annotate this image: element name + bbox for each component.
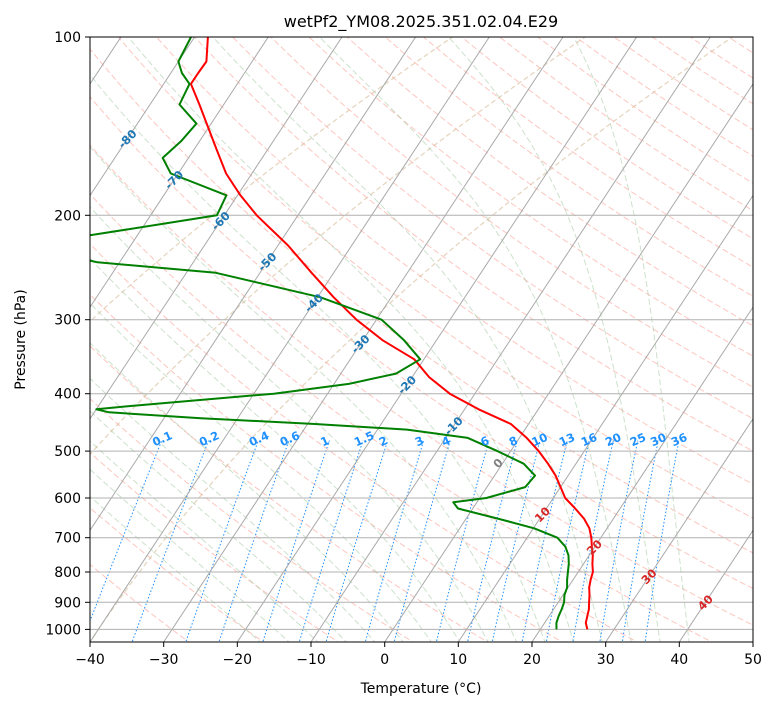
x-tick-label: 0 (380, 652, 389, 668)
x-tick-label: −40 (75, 652, 105, 668)
mixing-ratio-line (491, 440, 541, 642)
y-tick-label: 900 (54, 595, 81, 611)
mixing-ratio-label: 30 (648, 430, 668, 449)
x-tick-label: 40 (670, 652, 688, 668)
y-tick-label: 200 (54, 208, 81, 224)
mixing-ratio-line (621, 440, 659, 642)
mixing-ratio-line (90, 440, 163, 623)
mixing-ratio-line (364, 440, 425, 642)
mixing-ratio-line (599, 440, 639, 642)
isotherm-line (310, 37, 711, 642)
isotherm-line (457, 194, 753, 642)
moist-adiabat-line (448, 37, 661, 642)
mixing-ratio-label: 16 (579, 430, 599, 449)
x-tick-label: 10 (449, 652, 467, 668)
y-tick-label: 700 (54, 531, 81, 547)
mixing-ratio-line (298, 440, 364, 642)
isotherms (90, 37, 753, 642)
profile-series (90, 37, 594, 630)
dewpoint-line (90, 37, 570, 630)
mixing-ratio-line (131, 440, 209, 642)
y-tick-label: 600 (54, 491, 81, 507)
mixing-ratio-line (393, 440, 451, 642)
chart-title: wetPf2_YM08.2025.351.02.04.E29 (284, 12, 558, 32)
mixing-ratio-line (435, 440, 490, 642)
plot-area: 0.10.20.40.611.523468101316202530360-100… (90, 37, 753, 642)
dry-adiabat-line (194, 37, 753, 452)
plot-frame (89, 36, 754, 643)
x-tick-label: 20 (523, 652, 541, 668)
dry-adiabat-line (346, 37, 753, 327)
y-tick-label: 500 (54, 444, 81, 460)
moist-adiabat-line (319, 37, 632, 642)
mixing-ratio-line (545, 440, 590, 642)
y-tick-label: 1000 (45, 622, 81, 638)
x-tick-label: 30 (597, 652, 615, 668)
mixing-ratio-label: 25 (628, 430, 648, 449)
dry-adiabat-line (90, 48, 753, 554)
mixing-ratio-lines (90, 440, 680, 642)
mixing-ratio-label: 13 (557, 430, 577, 449)
mixing-ratio-line (218, 440, 290, 642)
moist-adiabat-line (90, 440, 319, 642)
mixing-ratio-label: 20 (603, 430, 623, 449)
isotherm-line (90, 37, 417, 532)
y-tick-label: 800 (54, 565, 81, 581)
isotherm-line (90, 37, 196, 197)
isotherm-line (90, 37, 269, 309)
x-tick-label: 50 (744, 652, 762, 668)
dry-adiabat-line (90, 193, 713, 642)
y-tick-label: 100 (54, 30, 81, 46)
isotherm-line (90, 37, 490, 642)
isotherm-line (531, 306, 753, 642)
mixing-ratio-line (521, 440, 568, 642)
mixing-ratio-line (325, 440, 389, 642)
pressure-gridlines (90, 37, 753, 630)
y-axis-label: Pressure (hPa) (13, 289, 29, 389)
mixing-ratio-label: 36 (669, 430, 689, 449)
mixing-ratio-line (644, 440, 680, 642)
temperature-line (189, 37, 594, 630)
x-axis-label: Temperature (°C) (360, 681, 482, 697)
x-tick-label: −30 (149, 652, 179, 668)
isotherm-line (678, 529, 753, 642)
y-tick-label: 400 (54, 387, 81, 403)
moist-adiabat-line (90, 302, 433, 642)
mixing-ratio-line (262, 440, 330, 642)
isotherm-line (90, 37, 343, 420)
x-tick-label: −20 (223, 652, 253, 668)
isotherm-line (384, 83, 753, 642)
mixing-ratio-line (572, 440, 614, 642)
moist-adiabat-line (573, 37, 690, 642)
isotherm-line (605, 417, 753, 642)
isotherm-line (163, 37, 564, 642)
y-axis: 100 200 300 400 500 600 700 800 900 1000 (45, 30, 90, 638)
x-tick-label: −10 (296, 652, 326, 668)
y-tick-label: 300 (54, 313, 81, 329)
mixing-ratio-label: 10 (529, 430, 549, 449)
dry-adiabat-line (270, 37, 753, 388)
isotherm-line (236, 37, 638, 642)
dry-adiabat-line (90, 397, 414, 642)
dry-adiabat-line (117, 37, 753, 519)
x-axis: −40 −30 −20 −10 0 10 20 30 40 50 (75, 642, 762, 668)
